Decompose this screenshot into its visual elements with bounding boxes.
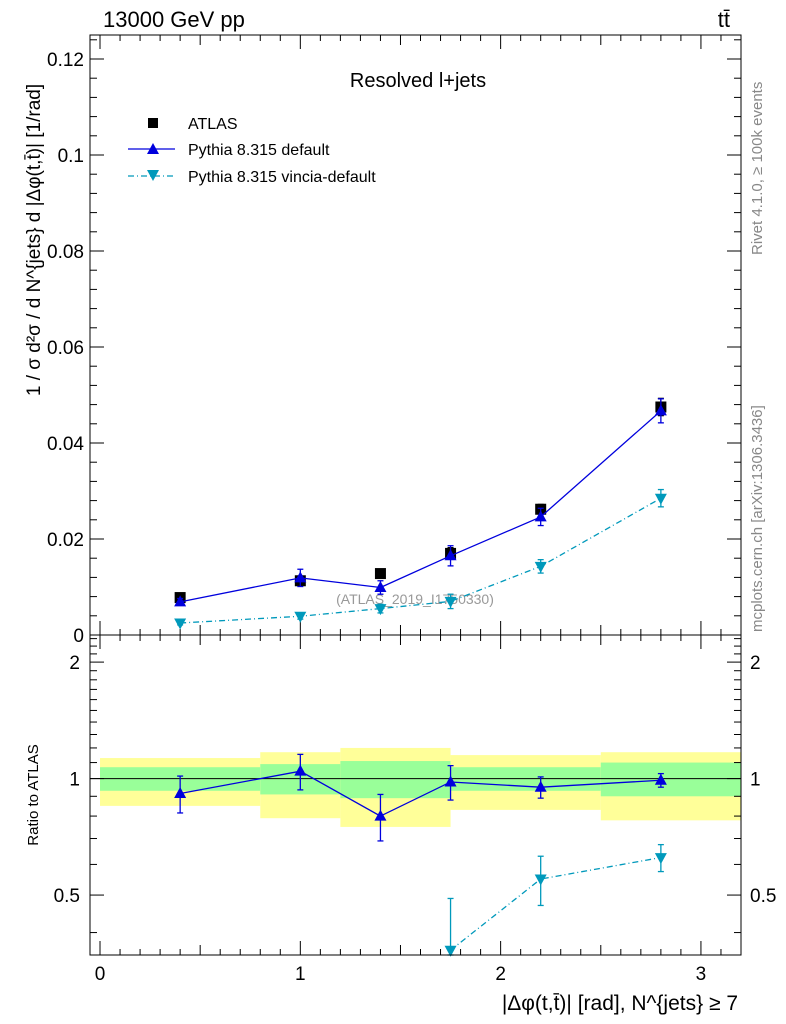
legend-default-label: Pythia 8.315 default bbox=[188, 142, 330, 159]
main-ytick-label-6: 0.12 bbox=[47, 50, 84, 71]
ratio-bands bbox=[90, 747, 741, 827]
ratio-ylabel: Ratio to ATLAS bbox=[25, 744, 42, 845]
legend-default-marker bbox=[147, 143, 159, 154]
main-1-point-5 bbox=[654, 404, 667, 416]
main-2-point-5 bbox=[654, 493, 667, 505]
mcplots-label: mcplots.cern.ch [arXiv:1306.3436] bbox=[749, 405, 766, 632]
ratio-1-line bbox=[450, 856, 661, 951]
ratio-ytick-label-right-0: 0.5 bbox=[750, 886, 776, 907]
ratio-0-point-5 bbox=[654, 773, 667, 785]
ratio-ytick-label-right-1: 1 bbox=[750, 770, 761, 791]
main-2-line bbox=[180, 497, 662, 624]
ratio-1-point-1 bbox=[534, 874, 547, 886]
ratio-xtick-label-2: 2 bbox=[495, 964, 506, 985]
main-axes: 0 0.02 0.04 0.06 0.08 0.1 0.12 bbox=[47, 35, 741, 647]
band-inner-4 bbox=[600, 762, 741, 797]
process-label: tt̄ bbox=[718, 7, 730, 32]
main-2-point-0 bbox=[174, 618, 187, 630]
legend: ATLAS Pythia 8.315 default Pythia 8.315 … bbox=[128, 116, 376, 186]
ratio-xtick-label-1: 1 bbox=[295, 964, 306, 985]
main-2-point-1 bbox=[294, 611, 307, 623]
band-inner-2 bbox=[340, 761, 451, 799]
ratio-0-line bbox=[180, 770, 661, 817]
main-1-point-0 bbox=[174, 595, 187, 607]
rivet-label: Rivet 4.1.0, ≥ 100k events bbox=[749, 82, 766, 255]
main-ytick-label-5: 0.1 bbox=[58, 146, 84, 167]
legend-atlas-marker bbox=[148, 118, 158, 128]
ratio-xtick-label-0: 0 bbox=[95, 964, 106, 985]
ratio-ytick-label-right-2: 2 bbox=[750, 653, 761, 674]
main-ytick-label-1: 0.02 bbox=[47, 530, 84, 551]
ratio-ytick-label-left-2: 2 bbox=[69, 653, 80, 674]
legend-atlas-label: ATLAS bbox=[188, 116, 238, 133]
legend-vincia-marker bbox=[147, 170, 159, 181]
main-ylabel: 1 / σ d²σ / d N^{jets} d |Δφ(t,t̄)| [1/r… bbox=[24, 84, 45, 396]
ratio-1-point-2 bbox=[654, 853, 667, 865]
ratio-xlabel: |Δφ(t,t̄)| [rad], N^{jets} ≥ 7 bbox=[502, 992, 738, 1015]
ratio-0-point-3 bbox=[444, 775, 457, 787]
ratio-xtick-label-3: 3 bbox=[696, 964, 707, 985]
main-series bbox=[174, 397, 667, 630]
main-1-point-4 bbox=[534, 510, 547, 522]
energy-label: 13000 GeV pp bbox=[103, 7, 245, 32]
ratio-0-point-2 bbox=[374, 809, 387, 821]
ratio-axes: 0.5 0.5 1 1 2 2 0 1 2 3 bbox=[54, 635, 776, 985]
main-2-point-2 bbox=[374, 604, 387, 616]
legend-vincia-label: Pythia 8.315 vincia-default bbox=[188, 169, 376, 186]
main-ytick-label-4: 0.08 bbox=[47, 242, 84, 263]
ratio-0-point-1 bbox=[294, 764, 307, 776]
ratio-0-point-4 bbox=[534, 780, 547, 792]
main-ytick-label-2: 0.04 bbox=[47, 434, 84, 455]
ratio-frame bbox=[89, 634, 742, 956]
main-1-point-3 bbox=[444, 549, 457, 561]
main-1-point-1 bbox=[294, 571, 307, 583]
ratio-0-point-0 bbox=[174, 787, 187, 799]
watermark: (ATLAS_2019_I1750330) bbox=[336, 591, 494, 607]
main-2-point-3 bbox=[444, 596, 457, 608]
main-ytick-label-3: 0.06 bbox=[47, 338, 84, 359]
ratio-1-point-0 bbox=[444, 945, 457, 957]
ratio-series bbox=[174, 753, 667, 957]
ratio-ytick-label-left-0: 0.5 bbox=[54, 886, 80, 907]
main-0-point-2 bbox=[374, 568, 386, 580]
chart-title: Resolved l+jets bbox=[350, 70, 486, 92]
main-1-point-2 bbox=[374, 580, 387, 592]
ratio-ytick-label-left-1: 1 bbox=[69, 770, 80, 791]
main-1-line bbox=[180, 410, 662, 603]
main-2-point-4 bbox=[534, 561, 547, 573]
main-ytick-label-0: 0 bbox=[73, 626, 84, 647]
